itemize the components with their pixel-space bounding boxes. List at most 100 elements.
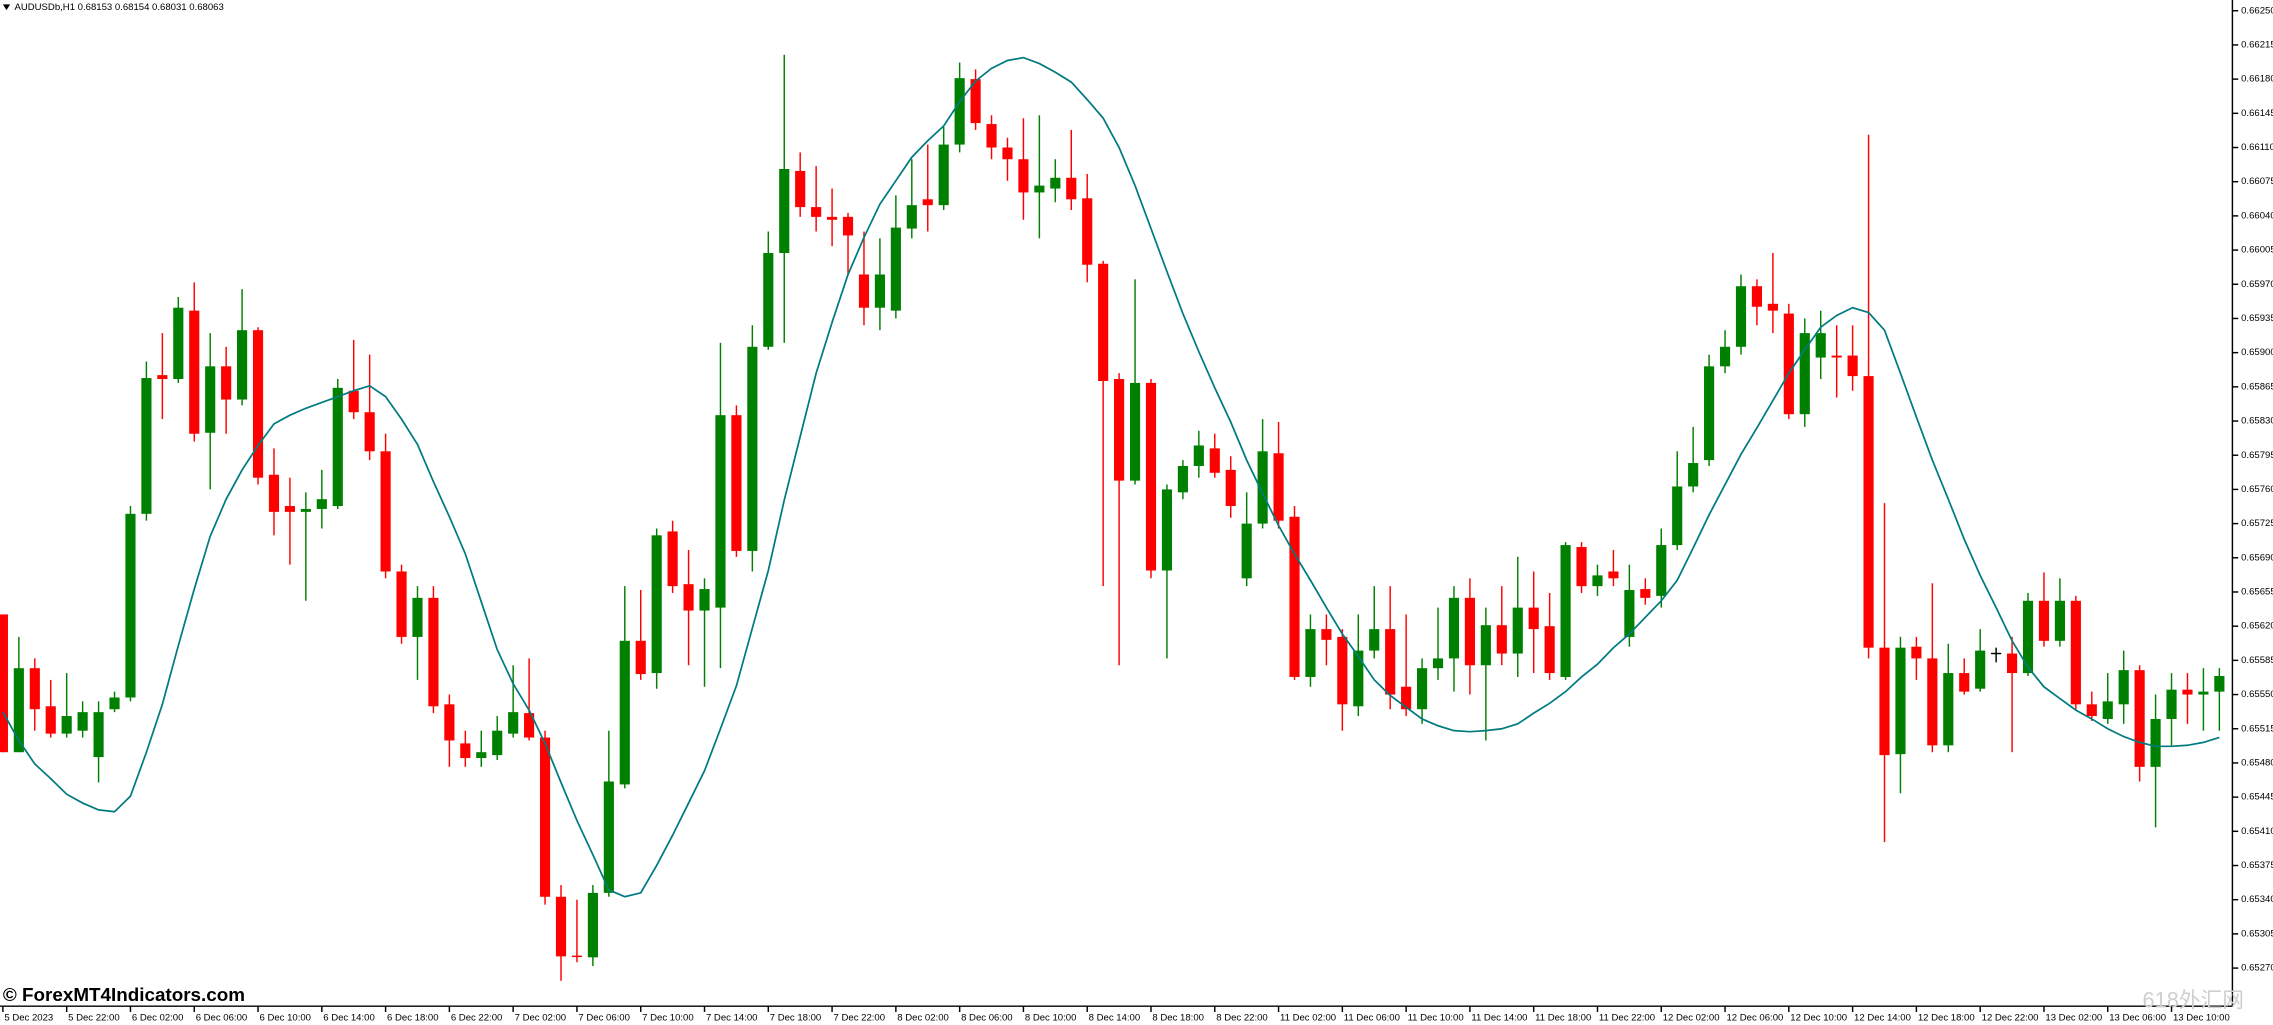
candle-body (779, 168, 790, 254)
candle-body (1767, 303, 1778, 311)
candle-body (412, 597, 423, 637)
candle-body (1879, 647, 1890, 756)
x-tick-label: 8 Dec 14:00 (1089, 1012, 1141, 1023)
candle-body (173, 307, 184, 380)
candle-body (1735, 286, 1747, 347)
candle-body (0, 614, 8, 753)
candle-body (1417, 668, 1428, 710)
candle-body (45, 706, 56, 734)
y-tick-label: 0.65725 (2241, 518, 2273, 529)
candle-body (508, 712, 519, 734)
candle-body (2118, 670, 2129, 705)
candle-body (842, 216, 854, 236)
y-tick-label: 0.65585 (2241, 655, 2273, 666)
candle-body (763, 253, 774, 347)
y-tick-label: 0.65340 (2241, 894, 2273, 905)
x-tick-label: 6 Dec 22:00 (451, 1012, 503, 1023)
candle-body (61, 716, 72, 734)
candle-body (205, 366, 216, 433)
y-tick-label: 0.65865 (2241, 381, 2273, 392)
candle-body (1305, 629, 1316, 677)
candle-body (715, 415, 726, 608)
y-tick-label: 0.65410 (2241, 826, 2273, 837)
candle-body (1369, 629, 1380, 651)
candle-body (13, 668, 24, 753)
candle-body (93, 712, 104, 758)
candle-body (109, 697, 120, 710)
candle-body (1624, 590, 1635, 637)
candle-body (1656, 545, 1667, 596)
candle-body (1353, 650, 1364, 707)
candle-body (635, 640, 646, 675)
candle-body (348, 390, 359, 413)
candle-body (938, 144, 949, 206)
candle-body (890, 227, 901, 311)
candle-body (906, 205, 917, 229)
y-tick-label: 0.66040 (2241, 210, 2273, 221)
x-tick-label: 7 Dec 18:00 (770, 1012, 822, 1023)
candle-body (1943, 673, 1954, 746)
candle-body (1161, 489, 1173, 571)
candle-body (683, 584, 694, 611)
candle-body (428, 597, 439, 707)
y-tick-label: 0.65900 (2241, 347, 2273, 358)
y-tick-label: 0.66180 (2241, 74, 2273, 85)
candle-body (300, 508, 311, 512)
candle-body (524, 713, 535, 738)
candle-body (1225, 469, 1236, 507)
candle-body (396, 571, 407, 637)
candle-body (1385, 629, 1396, 695)
y-tick-label: 0.65935 (2241, 313, 2273, 324)
candle-body (986, 124, 997, 148)
candle-body (1863, 376, 1874, 648)
candle-body (332, 387, 343, 507)
x-tick-label: 8 Dec 10:00 (1025, 1012, 1077, 1023)
y-tick-label: 0.65690 (2241, 552, 2273, 563)
y-tick-label: 0.66005 (2241, 245, 2273, 256)
candle-body (811, 207, 822, 217)
candle-body (2134, 670, 2145, 767)
y-tick-label: 0.65795 (2241, 450, 2273, 461)
candle-body (1321, 629, 1332, 640)
candle-body (2086, 704, 2097, 717)
x-tick-label: 6 Dec 18:00 (387, 1012, 439, 1023)
candle-body (1337, 636, 1348, 705)
candle-body (795, 170, 806, 208)
y-tick-label: 0.66145 (2241, 108, 2273, 119)
candle-body (125, 513, 136, 698)
candle-body (747, 346, 758, 551)
candle-body (1512, 607, 1523, 654)
candle-body (1050, 177, 1061, 189)
candle-body (1975, 650, 1986, 689)
candle-body (922, 199, 933, 206)
x-tick-label: 12 Dec 06:00 (1726, 1012, 1783, 1023)
watermark-2: 618外汇网 (2143, 988, 2244, 1013)
x-tick-label: 6 Dec 14:00 (323, 1012, 375, 1023)
candle-body (2054, 600, 2065, 641)
x-tick-label: 6 Dec 02:00 (132, 1012, 184, 1023)
candle-body (1401, 686, 1412, 710)
x-tick-label: 8 Dec 18:00 (1152, 1012, 1204, 1023)
candle-body (1145, 382, 1157, 571)
x-tick-label: 5 Dec 22:00 (68, 1012, 120, 1023)
x-tick-label: 8 Dec 06:00 (961, 1012, 1013, 1023)
y-tick-label: 0.65270 (2241, 963, 2273, 974)
y-tick-label: 0.65830 (2241, 416, 2273, 427)
candle-body (444, 704, 455, 741)
x-tick-label: 7 Dec 22:00 (834, 1012, 886, 1023)
y-tick-label: 0.66250 (2241, 5, 2273, 16)
candle-body (2038, 600, 2050, 641)
x-tick-label: 11 Dec 18:00 (1535, 1012, 1591, 1023)
candle-body (1432, 658, 1444, 669)
moving-average (2, 56, 2220, 898)
candle-body (827, 216, 838, 220)
y-tick-label: 0.65655 (2241, 587, 2273, 598)
candle-body (2070, 600, 2081, 705)
candle-body (1209, 448, 1220, 473)
candle-body (268, 474, 280, 512)
candle-body (476, 752, 487, 759)
x-tick-label: 12 Dec 10:00 (1790, 1012, 1847, 1023)
candle-body (237, 330, 248, 400)
